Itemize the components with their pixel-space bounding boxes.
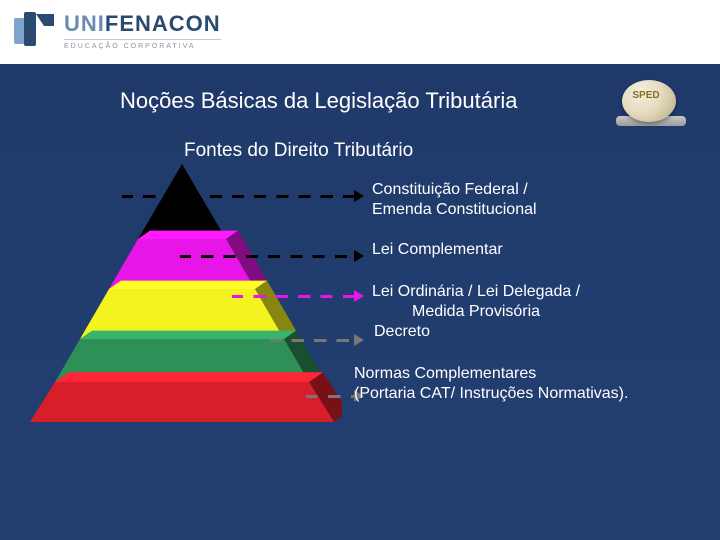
- logo-tagline: EDUCAÇÃO CORPORATIVA: [64, 39, 221, 50]
- text: Emenda Constitucional: [372, 201, 537, 218]
- label-normas-complementares: Normas Complementares (Portaria CAT/ Ins…: [354, 364, 692, 404]
- hierarchy-labels: Constituição Federal / Emenda Constituci…: [372, 180, 692, 404]
- text: Normas Complementares: [354, 365, 536, 382]
- pyramid-layer-normas-complementares: [30, 382, 334, 422]
- label-lei-complementar: Lei Complementar: [372, 240, 692, 260]
- logo-uni: UNI: [64, 11, 105, 36]
- sped-badge: SPED: [616, 76, 686, 126]
- slide-body: SPED Noções Básicas da Legislação Tribut…: [0, 64, 720, 540]
- text: Medida Provisória: [372, 303, 540, 320]
- slide-title: Noções Básicas da Legislação Tributária: [120, 88, 517, 114]
- logo-text: UNIFENACON EDUCAÇÃO CORPORATIVA: [64, 13, 221, 50]
- label-decreto: Decreto: [372, 323, 430, 340]
- text: Constituição Federal /: [372, 181, 528, 198]
- header-bar: UNIFENACON EDUCAÇÃO CORPORATIVA: [0, 0, 720, 64]
- logo: UNIFENACON EDUCAÇÃO CORPORATIVA: [14, 12, 221, 52]
- text: Lei Ordinária / Lei Delegada /: [372, 283, 580, 300]
- sped-badge-label: SPED: [616, 90, 676, 101]
- logo-mark-icon: [14, 12, 58, 52]
- text: Lei Complementar: [372, 241, 503, 258]
- pyramid-diagram: [22, 164, 342, 434]
- label-constituicao: Constituição Federal / Emenda Constituci…: [372, 180, 692, 220]
- slide-subtitle: Fontes do Direito Tributário: [184, 140, 413, 162]
- label-lei-ordinaria: Lei Ordinária / Lei Delegada / Medida Pr…: [372, 282, 692, 342]
- logo-fenacon: FENACON: [105, 11, 221, 36]
- pyramid-layer-constituicao: [138, 164, 226, 239]
- text: (Portaria CAT/ Instruções Normativas).: [354, 385, 628, 402]
